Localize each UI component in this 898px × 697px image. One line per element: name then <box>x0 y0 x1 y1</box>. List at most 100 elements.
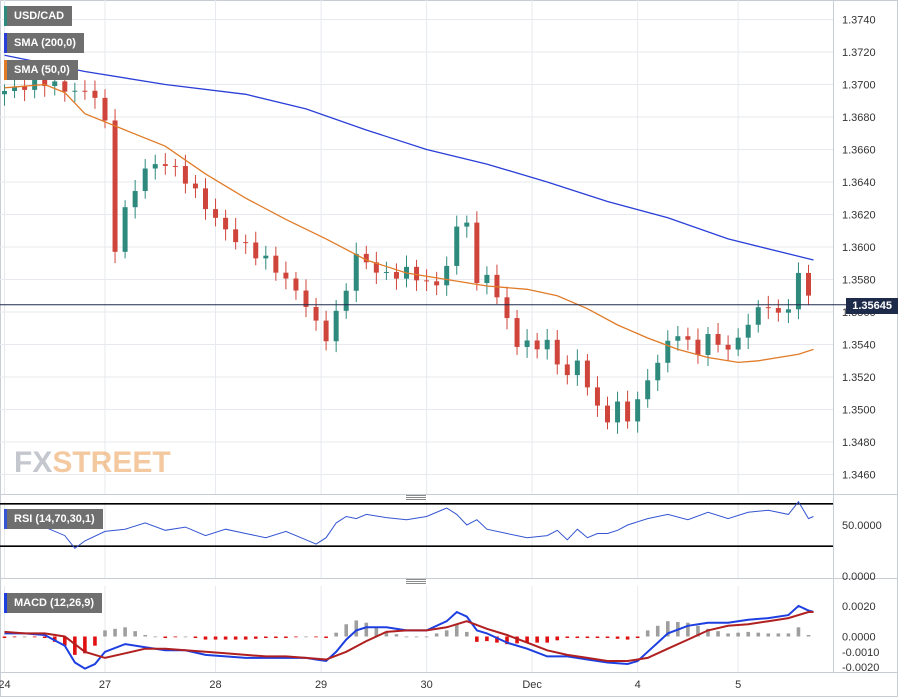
candle-body <box>745 324 751 338</box>
pane-splitter-rsi[interactable] <box>406 495 426 500</box>
macd-hist-bar <box>133 631 137 637</box>
macd-hist-bar <box>32 636 37 638</box>
macd-hist-bar <box>505 636 509 645</box>
macd-y-tick-label: -0.0020 <box>842 662 879 674</box>
candle-body <box>665 340 671 363</box>
candle-body <box>785 309 791 313</box>
legend-sma200[interactable]: SMA (200,0) <box>4 33 84 53</box>
candle-body <box>635 399 641 422</box>
candles <box>2 68 811 434</box>
y-tick-label: 1.3640 <box>842 177 876 189</box>
candle-body <box>484 274 490 284</box>
macd-y-tick-label: -0.0010 <box>842 647 879 659</box>
macd-hist-bar <box>334 632 338 637</box>
candle-body <box>454 226 460 266</box>
macd-hist-bar <box>213 636 218 640</box>
x-tick-label: 5 <box>735 679 741 691</box>
candle-body <box>192 183 198 189</box>
macd-hist-bar <box>63 636 67 646</box>
candle-body <box>303 290 309 307</box>
legend-rsi[interactable]: RSI (14,70,30,1) <box>4 509 103 529</box>
candle-body <box>735 337 741 350</box>
macd-hist-bar <box>716 631 720 637</box>
macd-hist-bar <box>233 636 238 640</box>
y-tick-label: 1.3620 <box>842 210 876 222</box>
macd-hist-bar <box>264 636 268 639</box>
candle-body <box>534 340 540 350</box>
macd-hist-bar <box>173 636 178 638</box>
candle-body <box>524 340 530 347</box>
macd-hist-bar <box>364 622 369 637</box>
legend-macd-label: MACD (12,26,9) <box>14 597 95 609</box>
candle-body <box>414 266 420 281</box>
candle-body <box>112 120 118 252</box>
candle-body <box>353 253 359 291</box>
legend-sma50[interactable]: SMA (50,0) <box>4 60 78 80</box>
legend-symbol[interactable]: USD/CAD <box>4 6 73 26</box>
candle-body <box>62 81 68 92</box>
sma50-line <box>4 83 814 364</box>
candle-body <box>615 401 621 423</box>
macd-hist-bar <box>525 636 529 643</box>
macd-hist-bar <box>595 636 600 639</box>
legend-rsi-label: RSI (14,70,30,1) <box>14 513 95 525</box>
pane-splitter-macd[interactable] <box>406 579 426 584</box>
candle-body <box>92 90 98 98</box>
candle-body <box>373 262 379 273</box>
candle-body <box>806 272 811 296</box>
macd-hist-bar <box>153 636 158 638</box>
macd-hist-bar <box>545 636 549 643</box>
candle-body <box>22 86 28 90</box>
x-tick-label: Dec <box>522 679 542 691</box>
y-tick-label: 1.3680 <box>842 112 876 124</box>
macd-hist-bar <box>555 636 560 641</box>
macd-histogram <box>2 620 811 655</box>
x-tick-label: 4 <box>635 679 641 691</box>
macd-hist-bar <box>394 634 399 637</box>
candle-body <box>223 217 229 230</box>
candle-body <box>594 387 600 406</box>
macd-hist-bar <box>42 636 47 639</box>
candle-body <box>233 229 239 243</box>
macd-hist-bar <box>485 636 489 642</box>
candle-body <box>574 360 580 376</box>
y-tick-label: 1.3580 <box>842 275 876 287</box>
candle-body <box>273 255 279 273</box>
macd-hist-bar <box>384 631 389 637</box>
candle-body <box>564 364 570 376</box>
y-tick-label: 1.3480 <box>842 437 876 449</box>
macd-hist-bar <box>183 636 188 638</box>
macd-hist-bar <box>52 636 57 642</box>
macd-hist-bar <box>806 634 811 637</box>
sma200-line <box>4 54 814 261</box>
macd-hist-bar <box>605 636 610 639</box>
legend-macd[interactable]: MACD (12,26,9) <box>4 593 103 613</box>
macd-hist-bar <box>274 636 278 639</box>
macd-hist-bar <box>22 636 27 638</box>
macd-hist-bar <box>786 633 791 637</box>
candle-body <box>795 272 801 310</box>
legend-rsi-color <box>4 509 7 529</box>
macd-hist-bar <box>796 627 801 637</box>
macd-hist-bar <box>143 634 147 637</box>
candle-body <box>343 290 349 311</box>
candle-body <box>625 401 631 422</box>
legend-symbol-label: USD/CAD <box>14 10 65 22</box>
macd-hist-bar <box>454 624 459 637</box>
macd-hist-bar <box>113 628 117 637</box>
macd-hist-bar <box>284 636 288 639</box>
macd-hist-bar <box>444 630 449 637</box>
macd-hist-bar <box>103 630 107 637</box>
candle-body <box>544 339 550 350</box>
macd-hist-bar <box>736 632 740 637</box>
y-tick-label: 1.3600 <box>842 242 876 254</box>
macd-hist-bar <box>706 628 710 637</box>
macd-hist-bar <box>515 636 519 644</box>
macd-hist-bar <box>535 636 539 643</box>
candle-body <box>72 90 78 92</box>
rsi-y-tick-label: 50.0000 <box>842 520 882 532</box>
candle-body <box>383 271 389 273</box>
candle-body <box>313 306 319 321</box>
